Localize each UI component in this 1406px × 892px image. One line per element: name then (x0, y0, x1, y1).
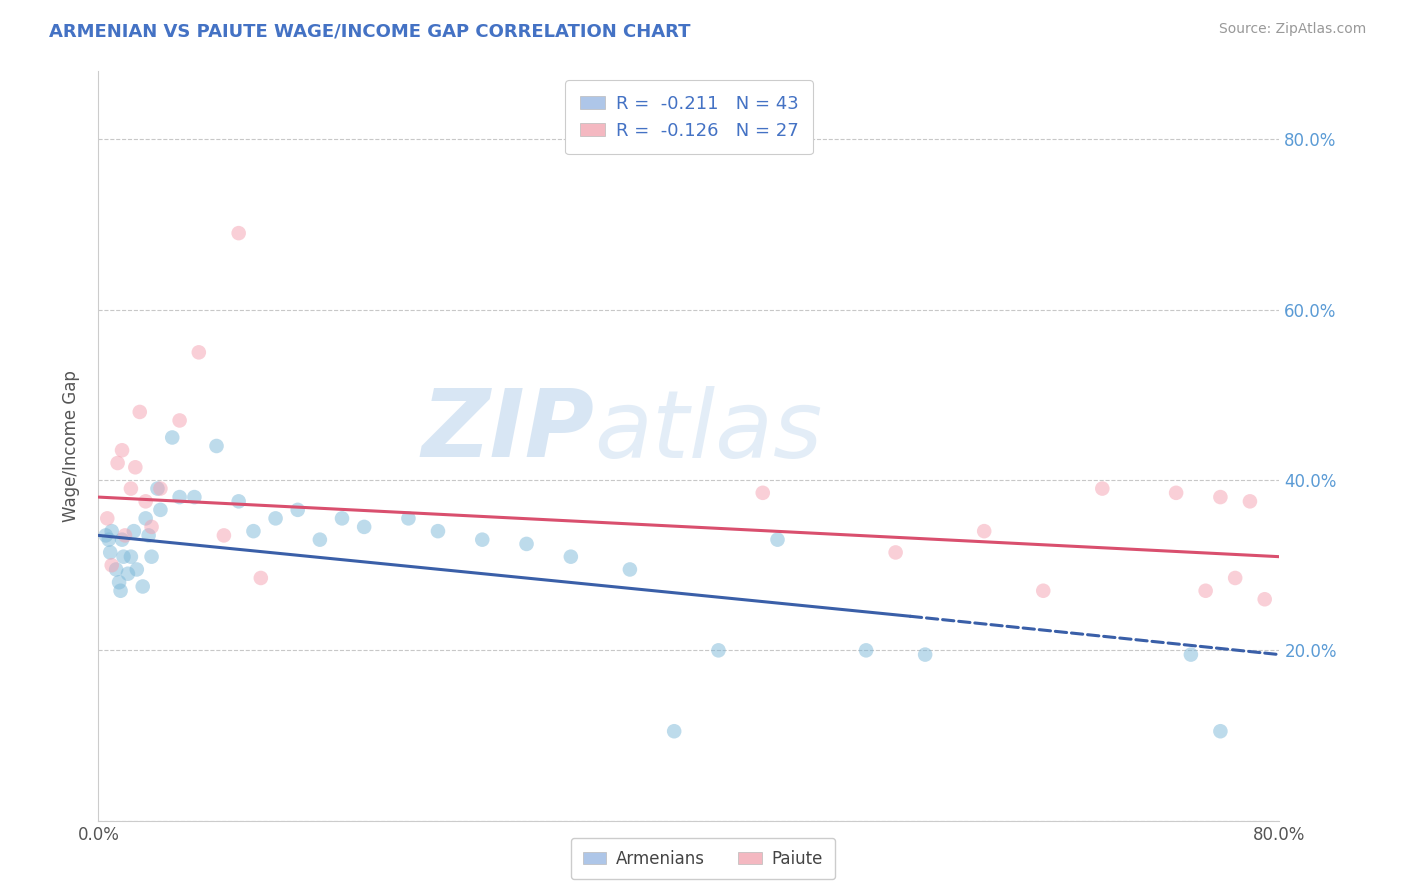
Point (1209, 724, 1232, 739)
Point (560, 549, 582, 564)
Point (1225, 571, 1247, 585)
Point (242, 524, 264, 538)
Point (128, 405, 150, 419)
Point (914, 648, 936, 662)
Point (353, 520, 375, 534)
Point (124, 460, 146, 475)
Point (117, 566, 139, 581)
Point (228, 226, 250, 240)
Legend: R =  -0.211   N = 43, R =  -0.126   N = 27: R = -0.211 N = 43, R = -0.126 N = 27 (565, 80, 813, 154)
Point (100, 524, 122, 538)
Legend: Armenians, Paiute: Armenians, Paiute (571, 838, 835, 880)
Point (135, 511, 157, 525)
Point (1254, 592, 1277, 607)
Point (94, 528, 117, 542)
Point (309, 533, 332, 547)
Point (169, 413, 191, 427)
Point (228, 494, 250, 508)
Point (212, 528, 235, 542)
Point (100, 558, 122, 573)
Point (162, 430, 183, 444)
Y-axis label: Wage/Income Gap: Wage/Income Gap (62, 370, 80, 522)
Point (135, 494, 157, 508)
Point (112, 549, 135, 564)
Point (111, 533, 134, 547)
Point (973, 524, 995, 538)
Point (108, 575, 131, 590)
Point (1239, 494, 1261, 508)
Point (264, 511, 287, 525)
Point (138, 528, 160, 542)
Point (107, 456, 129, 470)
Point (1180, 648, 1202, 662)
Point (427, 524, 450, 538)
Text: atlas: atlas (595, 385, 823, 476)
Point (330, 511, 353, 525)
Point (205, 439, 228, 453)
Point (146, 482, 169, 496)
Point (110, 583, 132, 598)
Point (516, 537, 538, 551)
Point (97, 533, 120, 547)
Point (122, 524, 145, 538)
Point (125, 562, 148, 576)
Point (707, 643, 730, 657)
Point (1166, 485, 1188, 500)
Point (619, 562, 641, 576)
Text: Source: ZipAtlas.com: Source: ZipAtlas.com (1219, 22, 1367, 37)
Point (149, 482, 172, 496)
Point (884, 545, 907, 559)
Point (1209, 490, 1232, 504)
Point (287, 503, 309, 517)
Point (120, 482, 142, 496)
Point (105, 562, 128, 576)
Point (855, 643, 877, 657)
Point (98, 545, 121, 559)
Point (149, 503, 172, 517)
Text: ARMENIAN VS PAIUTE WAGE/INCOME GAP CORRELATION CHART: ARMENIAN VS PAIUTE WAGE/INCOME GAP CORRE… (49, 22, 690, 40)
Point (766, 533, 789, 547)
Point (250, 571, 273, 585)
Point (141, 520, 163, 534)
Point (471, 533, 494, 547)
Point (1032, 583, 1054, 598)
Point (132, 580, 155, 594)
Point (1091, 482, 1114, 496)
Point (187, 345, 209, 359)
Point (96, 511, 118, 525)
Text: ZIP: ZIP (422, 385, 595, 477)
Point (664, 724, 686, 739)
Point (398, 511, 420, 525)
Point (111, 443, 134, 458)
Point (114, 528, 136, 542)
Point (752, 485, 775, 500)
Point (183, 490, 205, 504)
Point (169, 490, 191, 504)
Point (1195, 583, 1218, 598)
Point (120, 549, 142, 564)
Point (141, 549, 163, 564)
